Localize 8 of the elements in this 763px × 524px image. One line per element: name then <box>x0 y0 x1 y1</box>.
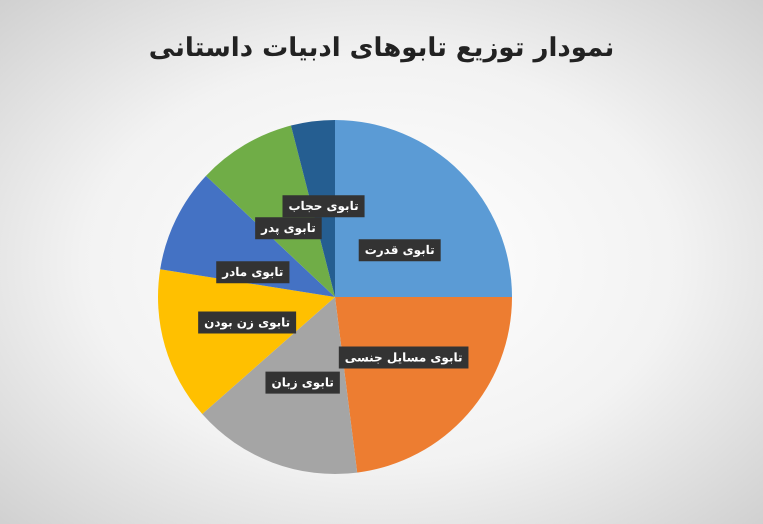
slice-label: تابوی مسایل جنسی <box>344 350 462 365</box>
slice-label: تابوی زبان <box>271 376 334 390</box>
slice-label: تابوی زن بودن <box>204 316 290 330</box>
slice-label: تابوی مادر <box>221 265 284 280</box>
chart-title: نمودار توزیع تابوهای ادبیات داستانی <box>148 33 614 63</box>
slice-label: تابوی پدر <box>260 221 316 236</box>
slice-label: تابوی حجاب <box>288 199 359 214</box>
slice-label: تابوی قدرت <box>364 243 435 258</box>
